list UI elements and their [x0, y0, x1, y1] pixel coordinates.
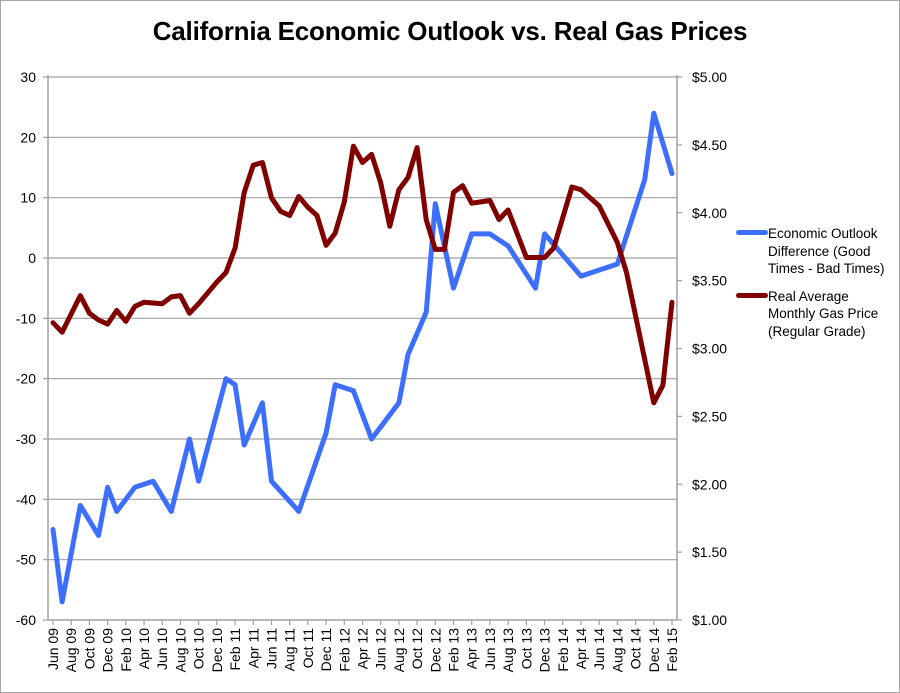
- x-tick-label: Feb 11: [227, 628, 243, 671]
- x-tick-label: Jun 14: [591, 628, 607, 670]
- left-axis-ticks: 30 20 10 0 -10 -20 -30 -40 -50 -60: [16, 69, 48, 628]
- x-tick-label: Dec 10: [209, 628, 225, 673]
- x-tick-label: Dec 14: [646, 628, 662, 673]
- axes: [47, 75, 678, 621]
- right-tick-label: $4.00: [692, 205, 727, 221]
- x-tick-label: Feb 14: [555, 628, 571, 672]
- x-tick-label: Feb 15: [664, 628, 680, 672]
- x-tick-label: Aug 10: [172, 628, 188, 673]
- right-tick-label: $1.00: [692, 612, 727, 628]
- legend-swatch-red: [736, 292, 768, 298]
- right-tick-label: $1.50: [692, 544, 727, 560]
- legend-label: Real Average Monthly Gas Price (Regular …: [768, 288, 879, 339]
- x-axis-ticks: Jun 09 Aug 09 Oct 09 Dec 09 Feb 10 Apr 10 Jun …: [45, 620, 680, 672]
- legend-item-gas-price: Real Average Monthly Gas Price (Regular …: [736, 288, 896, 341]
- left-tick-label: -50: [16, 552, 36, 568]
- x-tick-label: Aug 09: [63, 628, 79, 673]
- x-tick-label: Feb 12: [336, 628, 352, 672]
- x-tick-label: Dec 09: [100, 628, 116, 673]
- left-tick-label: -60: [16, 612, 36, 628]
- x-tick-label: Aug 14: [609, 628, 625, 673]
- x-tick-label: Oct 09: [81, 628, 97, 669]
- left-tick-label: 0: [28, 250, 36, 266]
- right-tick-label: $3.00: [692, 341, 727, 357]
- left-tick-label: 30: [20, 69, 36, 85]
- left-tick-label: -10: [16, 310, 36, 326]
- x-tick-label: Oct 14: [628, 628, 644, 669]
- right-tick-label: $4.50: [692, 137, 727, 153]
- x-tick-label: Oct 11: [300, 628, 316, 668]
- x-tick-label: Apr 12: [355, 628, 371, 669]
- series-lines: [50, 110, 675, 605]
- right-tick-label: $2.00: [692, 476, 727, 492]
- right-tick-label: $5.00: [692, 69, 727, 85]
- economic-outlook-line: [50, 110, 675, 605]
- right-tick-label: $3.50: [692, 273, 727, 289]
- right-tick-label: $2.50: [692, 408, 727, 424]
- x-tick-label: Aug 11: [282, 628, 298, 672]
- x-tick-label: Apr 11: [245, 628, 261, 668]
- left-tick-label: -40: [16, 491, 36, 507]
- left-tick-label: 10: [20, 190, 36, 206]
- x-tick-label: Jun 13: [482, 628, 498, 670]
- x-tick-label: Jun 10: [154, 628, 170, 670]
- legend: Economic Outlook Difference (Good Times …: [736, 225, 896, 350]
- chart-title: California Economic Outlook vs. Real Gas…: [152, 16, 748, 46]
- x-tick-label: Dec 12: [427, 628, 443, 673]
- x-tick-label: Dec 13: [537, 628, 553, 673]
- x-tick-label: Apr 13: [464, 628, 480, 669]
- x-tick-label: Oct 13: [518, 628, 534, 669]
- legend-item-economic-outlook: Economic Outlook Difference (Good Times …: [736, 225, 896, 278]
- x-tick-label: Oct 12: [409, 628, 425, 669]
- x-tick-label: Oct 10: [191, 628, 207, 669]
- x-tick-label: Feb 10: [118, 628, 134, 672]
- gridlines: [48, 76, 677, 561]
- x-tick-label: Dec 11: [318, 628, 334, 672]
- legend-swatch-blue: [736, 230, 768, 235]
- x-tick-label: Jun 09: [45, 628, 61, 670]
- x-tick-label: Apr 14: [573, 628, 589, 669]
- x-tick-label: Aug 13: [500, 628, 516, 673]
- left-tick-label: -30: [16, 431, 36, 447]
- gas-price-line: [50, 143, 675, 406]
- left-tick-label: -20: [16, 371, 36, 387]
- legend-label: Economic Outlook Difference (Good Times …: [768, 226, 885, 276]
- x-tick-label: Feb 13: [446, 628, 462, 672]
- x-tick-label: Jun 12: [373, 628, 389, 670]
- x-tick-label: Aug 12: [391, 628, 407, 673]
- left-tick-label: 20: [20, 129, 36, 145]
- x-tick-label: Jun 11: [263, 628, 279, 669]
- x-tick-label: Apr 10: [136, 628, 152, 669]
- right-axis-ticks: $5.00 $4.50 $4.00 $3.50 $3.00 $2.50 $2.00 $1.50…: [677, 69, 727, 628]
